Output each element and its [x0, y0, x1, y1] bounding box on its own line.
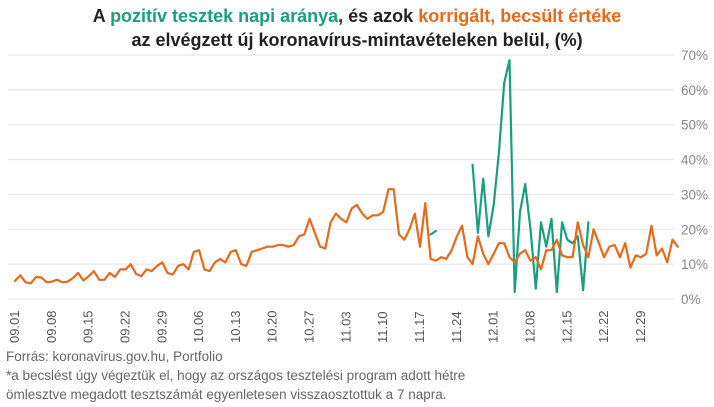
x-tick-label: 09.29 [154, 310, 169, 343]
x-tick-label: 10.13 [228, 310, 243, 343]
x-tick-label: 09.15 [81, 310, 96, 343]
x-tick-label: 12.15 [559, 310, 574, 343]
series-line-positive-rate [429, 59, 590, 294]
series-line-corrected-estimate [13, 188, 679, 285]
x-tick-label: 11.24 [449, 311, 464, 343]
x-tick-label: 11.17 [412, 311, 427, 343]
y-tick-label: 10% [681, 257, 708, 272]
x-tick-label: 10.20 [265, 310, 280, 343]
y-tick-label: 70% [681, 48, 708, 63]
x-tick-label: 12.22 [596, 310, 611, 343]
x-tick-label: 12.01 [486, 310, 501, 343]
x-tick-label: 10.06 [191, 310, 206, 343]
y-axis-ticks: 0% 10% 20% 30% 40% 50% 60% 70% [681, 48, 708, 307]
title-orange-part: korrigált, becsült értéke [418, 6, 622, 26]
x-tick-label: 10.27 [302, 310, 317, 343]
chart-title: A pozitív tesztek napi aránya, és azok k… [0, 4, 714, 52]
title-line-1: A pozitív tesztek napi aránya, és azok k… [0, 4, 714, 28]
x-tick-label: 12.29 [633, 310, 648, 343]
title-prefix: A [92, 6, 111, 26]
x-tick-label: 11.03 [338, 311, 353, 343]
source-note: Forrás: koronavirus.gov.hu, Portfolio [6, 349, 223, 364]
x-tick-label: 09.22 [117, 310, 132, 343]
method-note-line-1: *a becslést úgy végeztük el, hogy az ors… [6, 368, 466, 383]
title-green-part: pozitív tesztek napi aránya [110, 6, 339, 26]
title-mid: , és azok [338, 6, 419, 26]
series-lines [13, 59, 679, 294]
chart-footer: Forrás: koronavirus.gov.hu, Portfolio *a… [6, 347, 465, 404]
x-tick-label: 09.01 [7, 310, 22, 343]
y-tick-label: 50% [681, 118, 708, 133]
y-tick-label: 20% [681, 222, 708, 237]
y-tick-label: 60% [681, 83, 708, 98]
x-axis-ticks: 09.01 09.08 09.15 09.22 09.29 10.06 10.13 10.20… [7, 310, 648, 343]
x-tick-label: 09.08 [44, 310, 59, 343]
y-tick-label: 30% [681, 187, 708, 202]
y-tick-label: 40% [681, 153, 708, 168]
x-tick-label: 12.08 [522, 310, 537, 343]
y-tick-label: 0% [681, 292, 701, 307]
title-line-2: az elvégzett új koronavírus-mintavételek… [131, 30, 583, 50]
method-note-line-2: ömlesztve megadott tesztszámát egyenlete… [6, 387, 447, 402]
x-tick-label: 11.10 [375, 311, 390, 343]
gridlines [8, 54, 674, 300]
